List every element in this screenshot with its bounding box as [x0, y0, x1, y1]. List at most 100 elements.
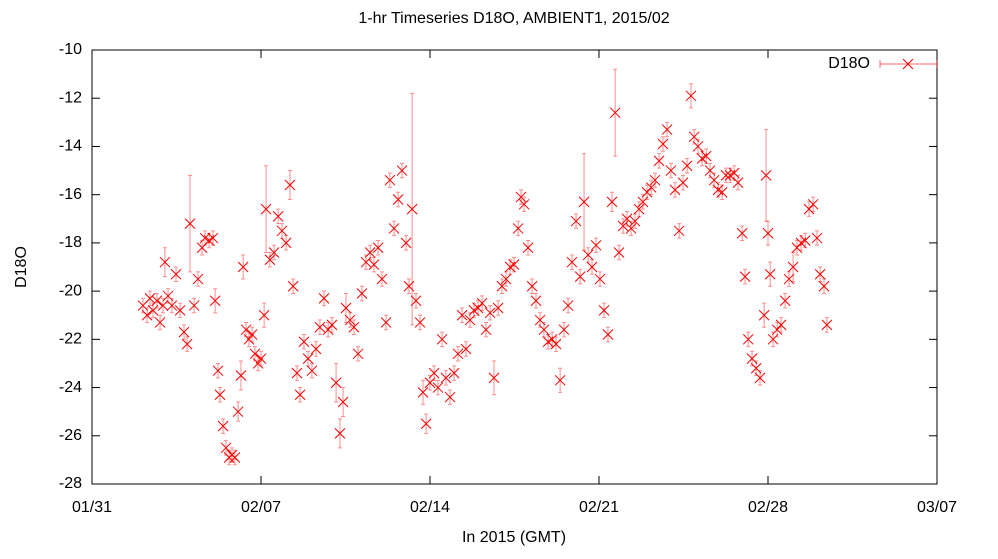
point	[629, 215, 641, 227]
point	[380, 317, 392, 328]
point	[791, 242, 803, 254]
point	[807, 198, 819, 210]
point	[188, 300, 200, 311]
point	[625, 223, 637, 234]
point	[590, 239, 602, 251]
point	[255, 353, 267, 364]
point	[538, 324, 550, 336]
point	[720, 170, 732, 181]
point	[352, 348, 364, 360]
point	[420, 418, 432, 430]
point	[645, 182, 657, 193]
series	[137, 68, 833, 466]
point	[272, 211, 284, 222]
point	[294, 389, 306, 401]
point	[526, 280, 538, 292]
point	[657, 138, 669, 150]
y-tick-label: -12	[59, 89, 82, 106]
point	[530, 295, 542, 307]
point	[562, 300, 574, 311]
point	[476, 297, 488, 309]
point	[586, 261, 598, 273]
plot-border	[91, 49, 938, 485]
point	[154, 317, 166, 328]
point	[229, 452, 241, 463]
point	[515, 191, 527, 203]
point	[212, 365, 224, 377]
point	[372, 242, 384, 254]
point	[432, 382, 444, 393]
point	[209, 295, 221, 307]
point	[602, 329, 614, 340]
x-tick-label: 03/07	[917, 499, 957, 516]
x-tick-label: 01/31	[72, 499, 112, 516]
point	[406, 203, 418, 215]
point	[803, 203, 815, 215]
point	[739, 271, 751, 282]
point	[417, 387, 429, 398]
point	[280, 237, 292, 249]
point	[178, 326, 190, 338]
y-tick-label: -28	[59, 475, 82, 492]
legend-errorbar-caps	[879, 60, 938, 68]
point	[661, 124, 673, 135]
point	[291, 367, 303, 379]
point	[184, 218, 196, 229]
point	[252, 358, 264, 369]
point	[760, 170, 772, 181]
point	[376, 273, 388, 285]
point	[157, 300, 169, 311]
point	[546, 333, 558, 345]
point	[492, 302, 504, 314]
point	[384, 174, 396, 186]
y-tick-label: -22	[59, 331, 82, 348]
point	[448, 367, 460, 379]
point	[260, 203, 272, 215]
point	[578, 196, 590, 208]
point	[716, 186, 728, 198]
point	[141, 309, 153, 321]
point	[456, 309, 468, 321]
point	[799, 235, 811, 246]
x-axis-label: In 2015 (GMT)	[462, 529, 566, 546]
point	[787, 261, 799, 273]
point	[641, 186, 653, 198]
point	[318, 292, 330, 304]
point	[606, 196, 618, 208]
point	[452, 348, 464, 360]
point	[314, 321, 326, 333]
point	[232, 406, 244, 418]
point	[249, 348, 261, 360]
point	[558, 324, 570, 336]
point	[460, 343, 472, 355]
point	[444, 391, 456, 403]
point	[472, 302, 484, 314]
point	[779, 295, 791, 307]
point	[310, 343, 322, 355]
point	[344, 314, 356, 326]
point	[484, 307, 496, 319]
point	[613, 247, 625, 258]
point	[594, 273, 606, 285]
point	[673, 225, 685, 237]
point	[554, 374, 566, 386]
point	[258, 309, 270, 321]
point	[704, 165, 716, 176]
y-tick-label: -20	[59, 282, 82, 299]
point	[758, 309, 770, 321]
point	[424, 377, 436, 389]
point	[243, 333, 255, 345]
point	[276, 225, 288, 237]
point	[162, 290, 174, 302]
x-tick-label: 02/21	[579, 499, 619, 516]
point	[764, 268, 776, 280]
point	[742, 333, 754, 345]
point	[500, 273, 512, 285]
y-tick-label: -24	[59, 379, 82, 396]
point	[334, 428, 346, 439]
point	[700, 150, 712, 162]
point	[428, 367, 440, 379]
point	[217, 420, 229, 432]
point	[400, 237, 412, 249]
